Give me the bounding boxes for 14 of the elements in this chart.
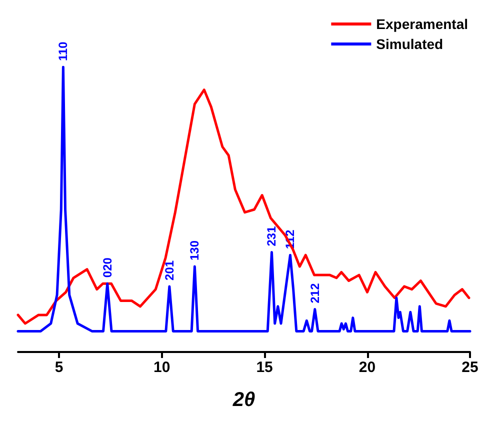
x-axis-title: 2θ xyxy=(232,389,256,411)
x-tick-label: 20 xyxy=(358,359,376,376)
x-tick-label: 15 xyxy=(256,359,273,376)
legend-label: Experamental xyxy=(376,16,468,32)
annotation: 130 xyxy=(188,240,202,260)
annotation: 110 xyxy=(56,41,70,61)
annotation: 020 xyxy=(100,257,114,278)
x-tick-label: 25 xyxy=(462,359,478,376)
x-tick-label: 5 xyxy=(54,359,64,376)
x-tick-label: 10 xyxy=(153,359,170,376)
annotation: 231 xyxy=(264,226,279,246)
annotation: 201 xyxy=(162,260,176,280)
annotation: 212 xyxy=(308,282,322,304)
legend-label: Simulated xyxy=(376,36,444,52)
